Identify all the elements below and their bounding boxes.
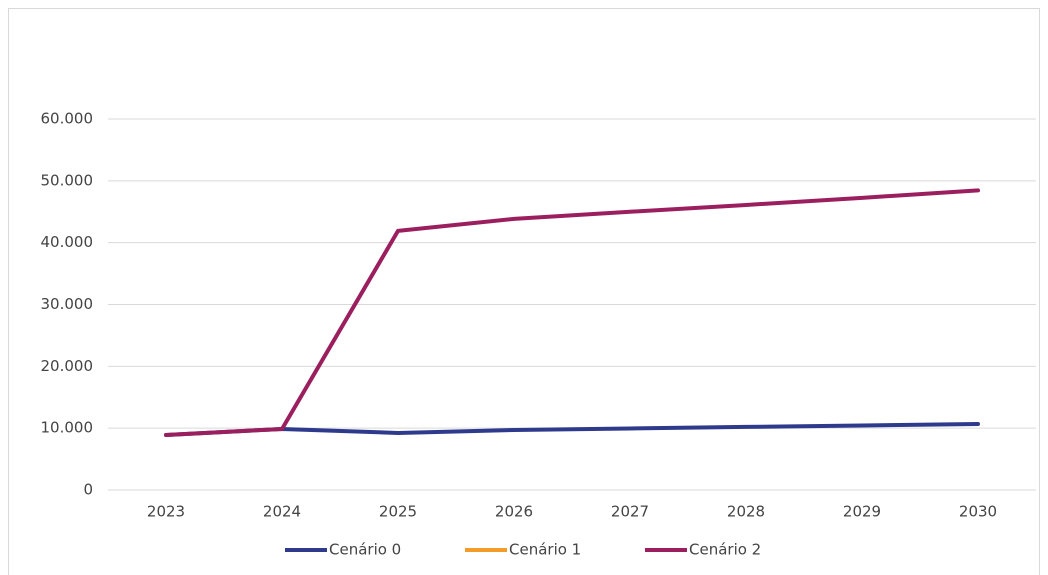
x-tick-label: 2026 (495, 503, 533, 521)
y-tick-label: 10.000 (41, 419, 94, 437)
x-tick-label: 2030 (959, 503, 997, 521)
x-tick-label: 2027 (611, 503, 649, 521)
y-tick-label: 50.000 (41, 171, 94, 189)
x-tick-label: 2029 (843, 503, 881, 521)
legend-label: Cenário 1 (509, 541, 581, 559)
y-tick-label: 40.000 (41, 233, 94, 251)
y-tick-label: 20.000 (41, 357, 94, 375)
chart-frame (8, 8, 1040, 575)
legend-label: Cenário 2 (689, 541, 761, 559)
series-line (164, 421, 980, 437)
legend-label: Cenário 0 (329, 541, 401, 559)
series-line (164, 188, 980, 437)
x-tick-label: 2023 (147, 503, 185, 521)
y-tick-label: 0 (83, 481, 93, 499)
x-tick-label: 2024 (263, 503, 301, 521)
x-tick-label: 2028 (727, 503, 765, 521)
x-tick-label: 2025 (379, 503, 417, 521)
y-tick-label: 30.000 (41, 295, 94, 313)
y-tick-label: 60.000 (41, 110, 94, 128)
